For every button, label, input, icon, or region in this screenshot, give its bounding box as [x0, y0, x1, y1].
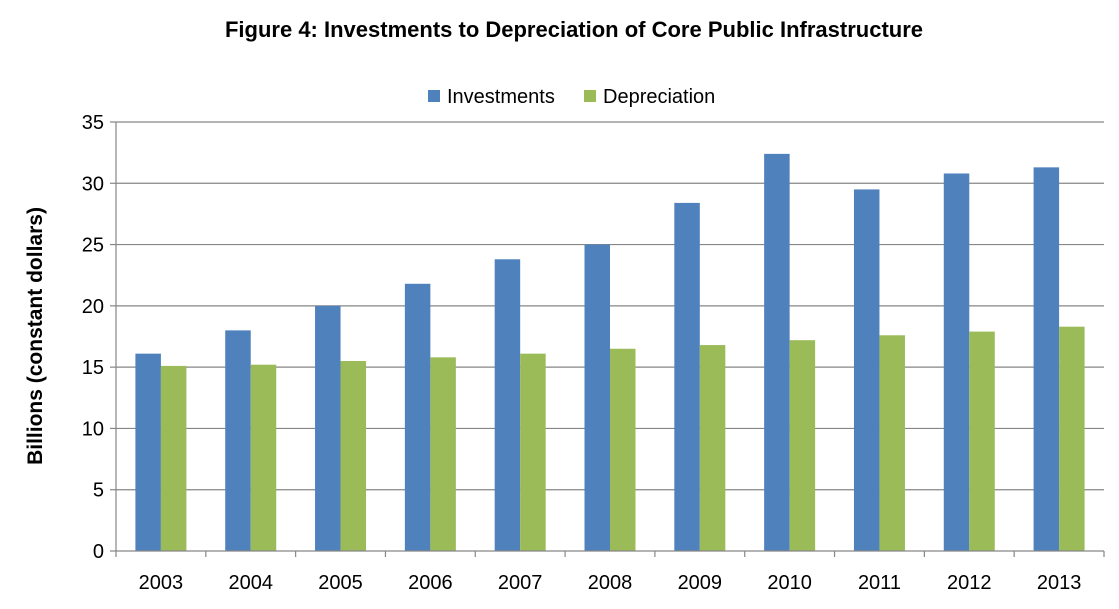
bar-depreciation-2013: [1059, 326, 1085, 551]
y-axis-label: Billions (constant dollars): [24, 207, 47, 465]
bar-investments-2007: [494, 259, 521, 551]
bar-depreciation-2007: [520, 353, 546, 551]
bar-depreciation-2004: [250, 364, 277, 551]
x-tick-label: 2009: [678, 572, 723, 594]
x-tick-label: 2004: [228, 572, 273, 594]
y-tick-label: 15: [82, 357, 104, 379]
x-tick-label: 2012: [947, 572, 992, 594]
bar-investments-2013: [1033, 167, 1060, 551]
bar-investments-2004: [225, 330, 251, 551]
y-tick-label: 0: [93, 541, 104, 563]
bar-investments-2008: [584, 244, 610, 552]
bar-depreciation-2005: [340, 361, 367, 551]
bar-investments-2003: [135, 353, 161, 551]
x-tick-label: 2010: [767, 572, 812, 594]
x-tick-label: 2003: [139, 572, 184, 594]
chart-title: Figure 4: Investments to Depreciation of…: [225, 17, 923, 42]
y-tick-label: 30: [82, 173, 104, 195]
y-tick-label: 10: [82, 418, 104, 440]
bar-depreciation-2008: [610, 348, 636, 551]
legend-swatch-investments: [428, 90, 440, 102]
y-tick-label: 35: [82, 112, 104, 134]
axes: [115, 122, 1104, 552]
bars: [135, 153, 1085, 552]
x-tick-label: 2008: [588, 572, 633, 594]
y-tick-label: 20: [82, 296, 104, 318]
bar-investments-2011: [853, 189, 880, 551]
bar-depreciation-2009: [699, 345, 726, 551]
x-tick-label: 2013: [1037, 572, 1082, 594]
x-tick-label: 2011: [858, 572, 901, 594]
x-tick-label: 2005: [318, 572, 363, 594]
x-tick-label: 2006: [408, 572, 453, 594]
y-tick-label: 25: [82, 235, 104, 257]
bar-investments-2010: [764, 153, 790, 551]
bar-depreciation-2012: [969, 331, 995, 551]
y-tick-label: 5: [93, 480, 104, 502]
x-tick-label: 2007: [498, 572, 543, 594]
bar-investments-2009: [674, 202, 700, 551]
legend-label-investments: Investments: [447, 86, 555, 108]
bar-investments-2006: [404, 283, 431, 551]
bar-depreciation-2003: [160, 365, 187, 551]
x-axis-ticks: 2003 2004 2005 2006 2007 2008 2009 2010 2011 2012…: [115, 551, 1105, 594]
bar-investments-2012: [943, 173, 970, 552]
bar-depreciation-2006: [430, 357, 456, 551]
bar-investments-2005: [315, 305, 341, 551]
bar-depreciation-2011: [879, 335, 905, 551]
legend-label-depreciation: Depreciation: [603, 86, 715, 108]
legend: Investments Depreciation: [428, 86, 715, 108]
legend-swatch-depreciation: [584, 90, 596, 102]
bar-depreciation-2010: [789, 340, 816, 551]
y-axis-ticks: 0 5 10 15 20 25 30 35: [82, 112, 116, 563]
